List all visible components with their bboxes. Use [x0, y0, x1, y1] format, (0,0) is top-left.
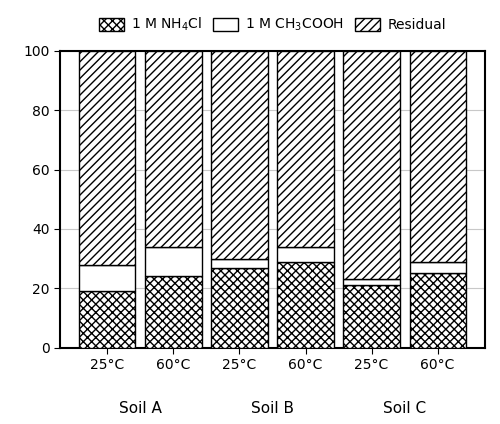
Bar [146, 51, 202, 247]
Text: Soil B: Soil B [251, 401, 294, 416]
Bar [80, 291, 136, 348]
Bar [212, 259, 268, 268]
Text: Soil C: Soil C [383, 401, 426, 416]
Bar [278, 51, 334, 247]
Bar [410, 51, 466, 262]
Bar [410, 273, 466, 348]
Bar [410, 262, 466, 273]
Bar [146, 247, 202, 276]
Bar [80, 265, 136, 291]
Bar [278, 262, 334, 348]
Legend: 1 M NH$_4$Cl, 1 M CH$_3$COOH, Residual: 1 M NH$_4$Cl, 1 M CH$_3$COOH, Residual [96, 13, 448, 36]
Bar [344, 279, 400, 285]
Bar [212, 268, 268, 348]
Text: Soil A: Soil A [119, 401, 162, 416]
Bar [212, 51, 268, 259]
Bar [344, 285, 400, 348]
Bar [146, 276, 202, 348]
Bar [80, 51, 136, 265]
Bar [344, 51, 400, 279]
Bar [278, 247, 334, 262]
